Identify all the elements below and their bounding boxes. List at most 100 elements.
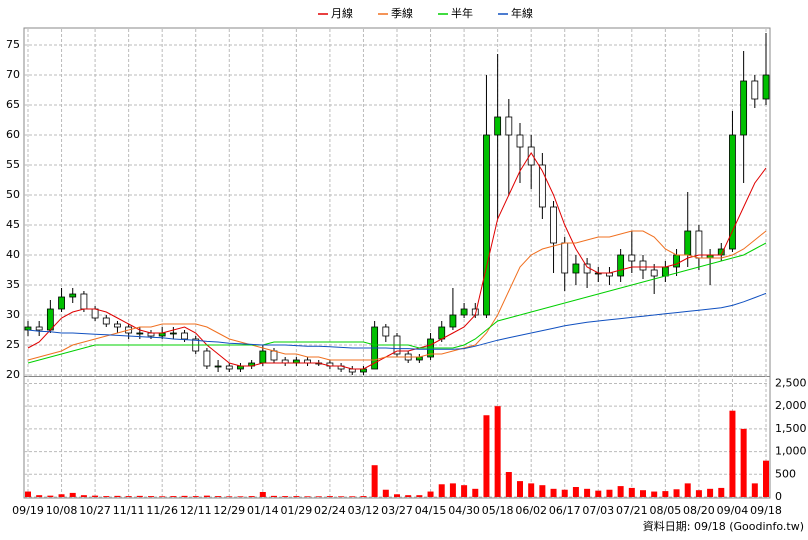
volume-bar [617, 486, 624, 497]
candle-body [729, 134, 736, 250]
x-tick-label: 01/14 [247, 504, 279, 517]
candle-body [538, 164, 546, 208]
y-tick-label: 55 [6, 158, 20, 171]
y2-tick-label: 1,500 [775, 422, 807, 435]
volume-bar [80, 495, 87, 497]
candle-body [695, 230, 703, 259]
candle-body [203, 350, 211, 367]
candle-body [181, 332, 188, 340]
volume-bar [416, 495, 423, 497]
candle-body [449, 314, 457, 328]
x-tick-label: 06/02 [515, 504, 547, 517]
volume-bar [751, 483, 758, 497]
x-tick-label: 11/11 [113, 504, 145, 517]
candle-body [751, 80, 759, 100]
candle-body [225, 365, 233, 370]
y-tick-label: 25 [6, 338, 20, 351]
volume-bar [405, 495, 412, 497]
volume-bar [47, 495, 54, 497]
volume-bar [237, 496, 244, 497]
moving-average-line [27, 292, 767, 350]
volume-bar [763, 460, 769, 497]
x-tick-label: 09/19 [12, 504, 44, 517]
volume-bar [69, 492, 76, 497]
y-tick-label: 70 [6, 68, 20, 81]
volume-bar [259, 492, 266, 497]
candle-body [136, 332, 144, 335]
volume-bar [25, 491, 31, 497]
candle-body [114, 323, 121, 328]
y-tick-label: 20 [6, 368, 20, 381]
y-tick-label: 50 [6, 188, 20, 201]
volume-bar [136, 495, 143, 497]
y2-tick-label: 2,500 [775, 376, 807, 389]
candle-body [516, 134, 524, 148]
volume-bar [550, 488, 557, 497]
candle-body [382, 326, 390, 337]
volume-bar [449, 483, 456, 497]
volume-bar [315, 496, 322, 497]
volume-bar [125, 496, 132, 497]
y-tick-label: 45 [6, 218, 20, 231]
y-tick-label: 75 [6, 38, 20, 51]
x-tick-label: 05/18 [482, 504, 514, 517]
x-tick-label: 07/21 [616, 504, 648, 517]
x-tick-label: 10/08 [46, 504, 78, 517]
candle-body [46, 308, 54, 331]
volume-bar [651, 491, 658, 497]
volume-bar [673, 489, 680, 497]
volume-bar [371, 465, 378, 497]
candle-body [438, 326, 446, 340]
volume-bar [528, 483, 535, 497]
footnote: 資料日期: 09/18 (Goodinfo.tw) [643, 519, 804, 533]
volume-bar [159, 496, 166, 497]
volume-bar [472, 488, 479, 497]
volume-bar [494, 406, 501, 497]
candle-body [572, 263, 580, 274]
x-tick-label: 08/05 [650, 504, 682, 517]
x-tick-label: 01/29 [281, 504, 313, 517]
candle-body [80, 293, 88, 310]
volume-bar [595, 490, 602, 497]
moving-average-line [27, 152, 767, 370]
y-tick-label: 65 [6, 98, 20, 111]
y2-tick-label: 2,000 [775, 399, 807, 412]
volume-bar [203, 495, 210, 497]
volume-bar [103, 496, 110, 497]
y2-tick-label: 0 [775, 490, 782, 503]
x-tick-label: 12/11 [180, 504, 212, 517]
volume-bar [293, 496, 300, 497]
y-tick-label: 30 [6, 308, 20, 321]
candle-body [69, 293, 77, 298]
volume-bar [248, 496, 255, 497]
volume-bar [114, 495, 121, 497]
moving-average-line [27, 242, 767, 364]
x-tick-label: 09/04 [717, 504, 749, 517]
candle-body [684, 230, 692, 256]
y2-tick-label: 1,000 [775, 445, 807, 458]
volume-bar [92, 495, 99, 497]
volume-bar [461, 485, 468, 497]
candle-body [505, 116, 513, 136]
volume-bar [729, 410, 736, 497]
volume-bar [271, 495, 277, 497]
candle-body [259, 350, 267, 364]
candle-body [494, 116, 502, 136]
x-tick-label: 03/12 [348, 504, 380, 517]
volume-bar [427, 491, 434, 497]
volume-bar [326, 496, 333, 497]
candle-body [561, 242, 569, 274]
x-tick-label: 02/24 [314, 504, 346, 517]
candle-body [35, 326, 43, 331]
volume-bar [304, 496, 311, 497]
volume-bar [505, 472, 512, 497]
volume-bar [707, 488, 714, 497]
volume-bar [584, 488, 591, 497]
y-tick-label: 35 [6, 278, 20, 291]
candle-body [24, 326, 32, 331]
volume-bar [684, 483, 691, 497]
volume-bar [215, 496, 222, 497]
volume-bar [740, 428, 747, 497]
y-tick-label: 60 [6, 128, 20, 141]
